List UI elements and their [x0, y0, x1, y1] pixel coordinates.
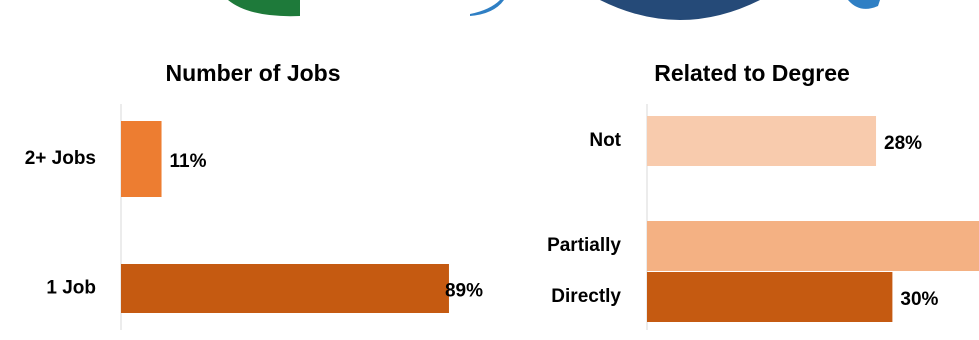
value-label: 11%: [170, 151, 207, 172]
category-label: Directly: [551, 286, 621, 307]
decor-globe: [600, 0, 760, 20]
bar: [647, 272, 893, 322]
value-label: 28%: [884, 133, 922, 154]
bar: [647, 221, 979, 271]
decor-swoosh: [470, 0, 504, 16]
category-label: Not: [589, 130, 621, 151]
bar: [121, 264, 449, 313]
category-label: 1 Job: [46, 278, 96, 299]
value-label: 30%: [900, 289, 938, 310]
bar: [647, 116, 877, 166]
bar: [121, 121, 162, 197]
category-label: Partially: [547, 235, 621, 256]
decor-blue: [848, 0, 880, 9]
value-label: 89%: [445, 281, 483, 302]
decor-green: [228, 0, 300, 17]
category-label: 2+ Jobs: [25, 148, 96, 169]
chart-title: Number of Jobs: [165, 60, 340, 86]
chart-title: Related to Degree: [654, 60, 850, 86]
